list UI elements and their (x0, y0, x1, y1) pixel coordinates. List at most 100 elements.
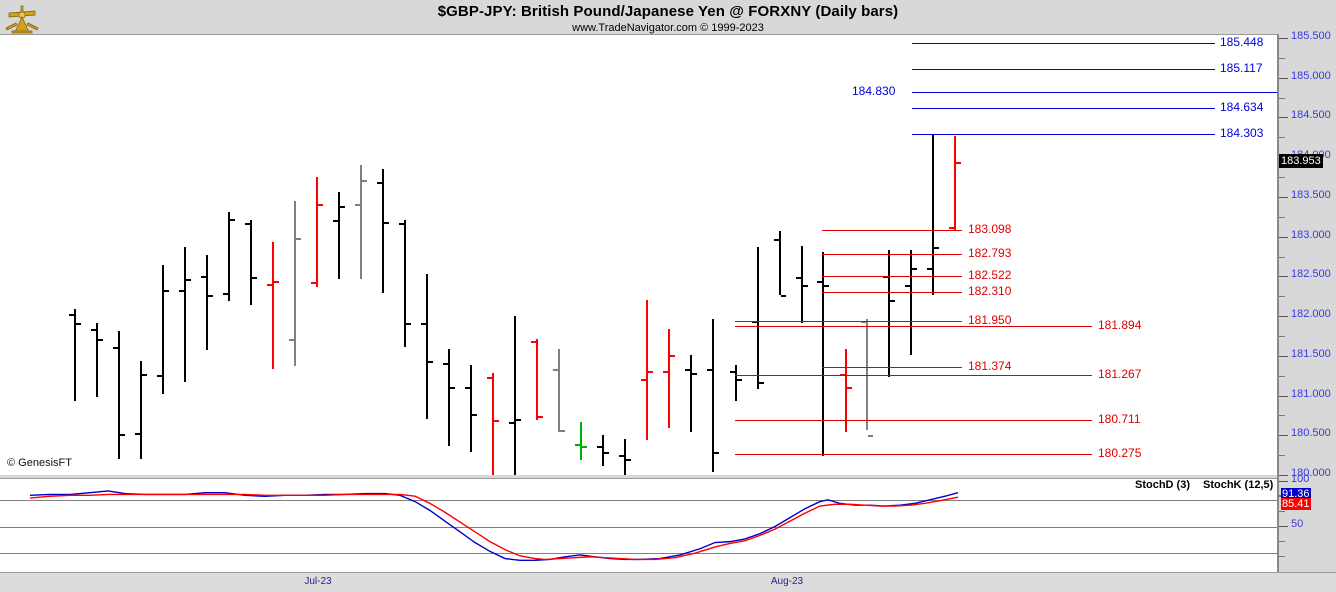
price-tick-183.500: 183.500 (1277, 189, 1336, 201)
date-label-Jul-23: Jul-23 (304, 576, 332, 587)
chart-subtitle: www.TradeNavigator.com © 1999-2023 (572, 22, 764, 34)
stoch-minor-tick (1279, 540, 1285, 542)
price-pane[interactable]: 185.448 185.117 184.830 184.634 184.303 183.0… (0, 34, 1277, 475)
ohlc-open-tick (597, 445, 602, 448)
level-line-182.310[interactable]: 182.310 (822, 284, 1011, 298)
surveyor-transit-logo-icon (4, 2, 40, 36)
ohlc-close-tick (318, 204, 323, 207)
date-axis: Jul-23 Aug-23 (0, 572, 1336, 592)
chart-title: $GBP-JPY: British Pound/Japanese Yen @ F… (437, 3, 899, 20)
price-tick-181.000: 181.000 (1277, 388, 1336, 400)
chart-header: $GBP-JPY: British Pound/Japanese Yen @ F… (0, 0, 1336, 34)
legend-stochd[interactable]: StochD (3) (1135, 479, 1190, 491)
ohlc-close-tick (274, 280, 279, 283)
resistance-line-184.830[interactable]: 184.830 (852, 84, 1277, 98)
ohlc-close-tick (494, 420, 499, 423)
level-line-181.374[interactable]: 181.374 (822, 359, 1011, 373)
ohlc-close-tick (98, 339, 103, 342)
ohlc-close-tick (890, 299, 895, 302)
level-line-181.267[interactable]: 181.267 (735, 367, 1141, 381)
resistance-label: 184.303 (1220, 126, 1264, 141)
level-line-181.950[interactable]: 181.950 (735, 313, 1011, 327)
ohlc-bar (949, 135, 961, 230)
resistance-label: 184.830 (852, 84, 896, 99)
level-line-180.711[interactable]: 180.711 (735, 412, 1141, 426)
price-tick-182.500: 182.500 (1277, 268, 1336, 280)
stoch-tick-100: 100 (1277, 473, 1336, 485)
price-tick-label: 183.500 (1291, 188, 1331, 201)
price-minor-tick (1279, 256, 1285, 258)
ohlc-open-tick (817, 281, 822, 284)
ohlc-bar (157, 265, 169, 395)
ohlc-open-tick (223, 293, 228, 296)
ohlc-open-tick (796, 277, 801, 280)
price-tick-label: 185.000 (1291, 69, 1331, 82)
stoch-tick-label: 100 (1291, 473, 1310, 485)
level-line-181.894[interactable]: 181.894 (735, 318, 1141, 332)
price-minor-tick (1279, 296, 1285, 298)
price-tick-183.000: 183.000 (1277, 229, 1336, 241)
price-minor-tick (1279, 57, 1285, 59)
legend-stochk[interactable]: StochK (12,5) (1203, 479, 1274, 491)
ohlc-open-tick (707, 368, 712, 371)
ohlc-close-tick (803, 285, 808, 288)
resistance-line-184.303[interactable]: 184.303 (912, 126, 1263, 140)
price-minor-tick (1279, 137, 1285, 139)
ohlc-bar (905, 250, 917, 356)
ohlc-bar (553, 348, 565, 433)
price-tick-label: 182.500 (1291, 268, 1331, 281)
price-minor-tick (1279, 335, 1285, 337)
stochastic-pane[interactable] (0, 478, 1277, 574)
price-tick-label: 180.000 (1291, 467, 1331, 479)
date-label-Aug-23: Aug-23 (770, 576, 804, 587)
ohlc-bar (840, 348, 852, 433)
ohlc-open-tick (774, 239, 779, 242)
ohlc-bar (883, 249, 895, 377)
ohlc-open-tick (575, 444, 580, 447)
ohlc-close-tick (912, 267, 917, 270)
resistance-line-184.634[interactable]: 184.634 (912, 100, 1263, 114)
ohlc-close-tick (670, 355, 675, 358)
stoch-series-line (29, 493, 959, 561)
ohlc-bar (752, 247, 764, 389)
level-line-182.793[interactable]: 182.793 (822, 246, 1011, 260)
ohlc-close-tick (406, 323, 411, 326)
ohlc-close-tick (296, 237, 301, 240)
ohlc-bar (861, 318, 873, 437)
level-line-182.522[interactable]: 182.522 (822, 268, 1011, 282)
price-tick-185.000: 185.000 (1277, 70, 1336, 82)
ohlc-open-tick (509, 421, 514, 424)
ohlc-open-tick (730, 371, 735, 374)
ohlc-bar (927, 134, 939, 295)
level-line-183.098[interactable]: 183.098 (822, 222, 1011, 236)
level-label: 182.793 (968, 246, 1012, 261)
ohlc-bar (509, 315, 521, 475)
ohlc-close-tick (714, 452, 719, 455)
ohlc-close-tick (934, 247, 939, 250)
level-label: 181.267 (1098, 367, 1142, 382)
resistance-line-185.117[interactable]: 185.117 (912, 61, 1263, 75)
ohlc-bar (531, 339, 543, 421)
ohlc-bar (774, 231, 786, 297)
ohlc-open-tick (245, 223, 250, 226)
ohlc-close-tick (560, 429, 565, 432)
ohlc-open-tick (289, 338, 294, 341)
ohlc-close-tick (516, 418, 521, 421)
stochastic-plot (29, 490, 959, 562)
price-tick-label: 183.000 (1291, 228, 1331, 241)
price-minor-tick (1279, 375, 1285, 377)
ohlc-bar (113, 331, 125, 459)
ohlc-close-tick (956, 162, 961, 165)
stochk-value-badge: 91.36 (1281, 487, 1311, 500)
ohlc-close-tick (142, 374, 147, 377)
level-line-180.275[interactable]: 180.275 (735, 446, 1141, 460)
ohlc-bar (377, 169, 389, 294)
price-tick-180.500: 180.500 (1277, 427, 1336, 439)
stoch-minor-tick (1279, 555, 1285, 557)
ohlc-bar (421, 274, 433, 419)
price-axis-column[interactable] (1277, 34, 1336, 572)
ohlc-bar (443, 348, 455, 446)
resistance-line-185.448[interactable]: 185.448 (912, 35, 1263, 49)
ohlc-open-tick (905, 285, 910, 288)
